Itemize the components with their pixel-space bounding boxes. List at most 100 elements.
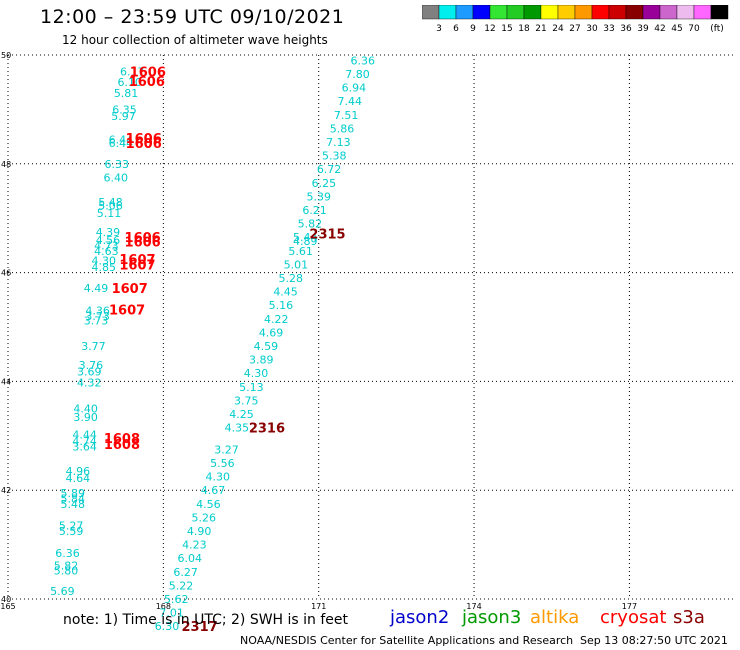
swh-value: 3.90 xyxy=(73,411,98,424)
swh-value: 4.69 xyxy=(259,326,284,339)
color-scale-label: 24 xyxy=(552,24,564,34)
swh-value: 5.59 xyxy=(59,525,84,538)
color-scale-label: 12 xyxy=(484,24,495,34)
swh-value: 6.36 xyxy=(350,54,375,67)
swh-value: 5.28 xyxy=(279,272,304,285)
x-tick-label: 177 xyxy=(622,602,637,611)
swh-value: 4.32 xyxy=(77,376,102,389)
swh-value: 7.13 xyxy=(326,136,351,149)
swh-value: 6.04 xyxy=(178,552,203,565)
swh-value: 4.30 xyxy=(205,471,230,484)
swh-value: 4.74 xyxy=(72,435,97,448)
swh-value: 6.33 xyxy=(105,158,130,171)
y-tick-label: 46 xyxy=(1,269,11,278)
swh-value: 3.27 xyxy=(214,443,239,456)
swh-value: 5.38 xyxy=(322,150,347,163)
swh-value: 5.01 xyxy=(284,258,309,271)
swh-value: 4.45 xyxy=(273,286,298,299)
swh-value: 5.82 xyxy=(54,559,79,572)
swh-value: 4.35 xyxy=(225,422,250,435)
swh-value: 7.01 xyxy=(159,607,184,620)
swh-value: 4.44 xyxy=(72,429,97,442)
swh-value: 5.69 xyxy=(50,585,75,598)
swh-value: 3.69 xyxy=(77,366,102,379)
swh-value: 6.27 xyxy=(173,566,198,579)
legend-s3a: s3a xyxy=(673,607,705,628)
swh-value: 4.67 xyxy=(201,484,226,497)
swh-value: 6.72 xyxy=(317,163,342,176)
time-label: 1606 xyxy=(130,65,166,80)
swh-value: 6.30 xyxy=(155,620,180,633)
time-label: 1607 xyxy=(119,253,155,268)
swh-value: 5.61 xyxy=(288,245,313,258)
legend-jason3: jason3 xyxy=(462,607,522,628)
swh-value: 4.73 xyxy=(94,239,119,252)
swh-value: 4.56 xyxy=(96,234,121,247)
swh-value: 7.51 xyxy=(334,109,359,122)
y-tick-label: 40 xyxy=(1,595,11,604)
swh-value: 3.73 xyxy=(85,310,110,323)
swh-value: 5.81 xyxy=(114,87,139,100)
swh-value: 6.36 xyxy=(55,547,80,560)
color-scale-label: 18 xyxy=(518,24,530,34)
swh-value: 4.25 xyxy=(229,408,254,421)
swh-value: 4.30 xyxy=(92,255,117,268)
swh-value: 4.89 xyxy=(293,235,318,248)
swh-value: 4.64 xyxy=(66,472,91,485)
swh-value: 4.39 xyxy=(96,226,121,239)
color-scale-label: 3 xyxy=(436,24,442,34)
swh-value: 5.26 xyxy=(192,511,217,524)
swh-value: 5.13 xyxy=(239,381,264,394)
time-label: 1608 xyxy=(104,438,140,453)
swh-value: 4.23 xyxy=(182,539,207,552)
color-scale-label: 6 xyxy=(453,24,459,34)
swh-value: 3.73 xyxy=(84,314,109,327)
y-tick-label: 44 xyxy=(1,377,11,386)
swh-value: 5.80 xyxy=(54,565,79,578)
footer-organization: NOAA/NESDIS Center for Satellite Applica… xyxy=(240,634,574,647)
color-scale-label: 21 xyxy=(535,24,546,34)
swh-value: 5.97 xyxy=(111,110,136,123)
swh-value: 3.77 xyxy=(81,340,106,353)
x-tick-label: 174 xyxy=(466,602,481,611)
time-label: 1606 xyxy=(125,236,161,251)
x-tick-label: 171 xyxy=(311,602,326,611)
swh-value: 4.49 xyxy=(84,282,109,295)
time-label: 1606 xyxy=(126,137,162,152)
time-label: 2315 xyxy=(309,227,345,242)
swh-value: 5.39 xyxy=(306,190,331,203)
color-scale-legend: 3 6 9 12 15 18 21 24 27 30 33 36 39 42 45 70 (ft) xyxy=(422,5,729,34)
swh-value: 5.56 xyxy=(210,457,235,470)
color-scale-label: 42 xyxy=(654,24,665,34)
legend-jason2: jason2 xyxy=(390,607,450,628)
x-tick-label: 168 xyxy=(156,602,171,611)
color-scale-label: 9 xyxy=(470,24,476,34)
swh-value: 5.11 xyxy=(97,207,122,220)
swh-value: 5.82 xyxy=(298,218,323,231)
legend-altika: altika xyxy=(530,607,580,628)
swh-value: 6.25 xyxy=(312,177,337,190)
color-scale-label: 15 xyxy=(501,24,512,34)
color-scale-label: 36 xyxy=(620,24,632,34)
swh-value: 6.10 xyxy=(117,76,142,89)
time-label: 1607 xyxy=(109,304,145,319)
time-label: 1607 xyxy=(112,282,148,297)
swh-value: 4.40 xyxy=(73,403,98,416)
chart-subtitle: 12 hour collection of altimeter wave hei… xyxy=(62,33,328,47)
swh-value: 5.48 xyxy=(98,196,123,209)
swh-value: 5.27 xyxy=(59,520,84,533)
swh-value: 5.84 xyxy=(60,492,85,505)
swh-value: 6.44 xyxy=(109,133,134,146)
swh-value: 5.06 xyxy=(98,200,123,213)
swh-value: 6.94 xyxy=(342,82,367,95)
swh-value: 6.17 xyxy=(120,65,145,78)
swh-value: 4.85 xyxy=(92,261,117,274)
swh-value: 3.75 xyxy=(234,394,259,407)
swh-value: 4.59 xyxy=(254,340,279,353)
swh-value: 7.44 xyxy=(338,95,363,108)
swh-value: 5.16 xyxy=(269,299,294,312)
color-scale-label: 39 xyxy=(637,24,649,34)
footer-timestamp: Sep 13 08:27:50 UTC 2021 xyxy=(580,634,728,647)
swh-value: 4.36 xyxy=(85,305,110,318)
